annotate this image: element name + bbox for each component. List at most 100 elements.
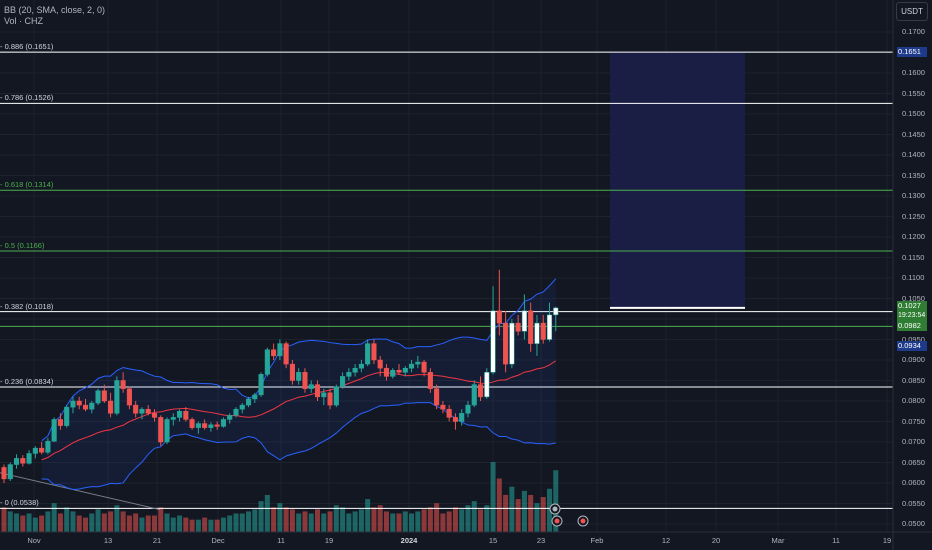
candle[interactable] xyxy=(277,339,283,361)
candle[interactable] xyxy=(521,294,527,340)
candle[interactable] xyxy=(402,366,408,377)
candle[interactable] xyxy=(471,380,477,408)
candle[interactable] xyxy=(465,401,471,418)
candle[interactable] xyxy=(1,464,7,483)
candle[interactable] xyxy=(296,368,302,385)
candle[interactable] xyxy=(289,360,295,385)
candle[interactable] xyxy=(158,415,164,447)
candle[interactable] xyxy=(421,360,427,377)
candle[interactable] xyxy=(170,413,176,426)
candle[interactable] xyxy=(415,355,421,369)
candle[interactable] xyxy=(20,455,26,467)
candle[interactable] xyxy=(333,384,339,408)
candle[interactable] xyxy=(26,450,32,465)
candle[interactable] xyxy=(126,386,132,410)
candle[interactable] xyxy=(534,314,540,356)
candle[interactable] xyxy=(528,302,534,352)
candle[interactable] xyxy=(321,388,327,406)
candle[interactable] xyxy=(195,421,201,434)
candle[interactable] xyxy=(64,405,70,428)
candle[interactable] xyxy=(327,388,333,410)
candle[interactable] xyxy=(252,392,258,404)
candle[interactable] xyxy=(32,446,38,459)
candle[interactable] xyxy=(145,405,151,416)
candle[interactable] xyxy=(503,310,509,373)
candle[interactable] xyxy=(108,392,114,418)
candle[interactable] xyxy=(258,372,264,397)
candle[interactable] xyxy=(340,372,346,389)
candle[interactable] xyxy=(371,339,377,365)
candle[interactable] xyxy=(89,401,95,414)
bb-basis-line[interactable] xyxy=(41,360,557,461)
currency-selector[interactable]: USDT xyxy=(896,2,928,21)
candle[interactable] xyxy=(434,384,440,410)
candle[interactable] xyxy=(452,413,458,430)
candle[interactable] xyxy=(245,396,252,408)
candle[interactable] xyxy=(459,409,465,426)
candle[interactable] xyxy=(546,302,553,342)
trend-line[interactable] xyxy=(0,472,161,511)
candle[interactable] xyxy=(214,421,220,430)
candle[interactable] xyxy=(496,269,502,336)
candle[interactable] xyxy=(76,396,82,410)
candle[interactable] xyxy=(509,319,515,369)
candle[interactable] xyxy=(365,339,371,367)
candle[interactable] xyxy=(283,341,289,369)
flag-us-icon[interactable] xyxy=(551,515,563,527)
candle[interactable] xyxy=(101,384,107,404)
candle[interactable] xyxy=(95,388,101,406)
candle[interactable] xyxy=(183,407,189,422)
candle[interactable] xyxy=(39,442,45,455)
candle[interactable] xyxy=(45,437,51,455)
candle[interactable] xyxy=(440,401,446,414)
candle[interactable] xyxy=(227,413,233,424)
candle[interactable] xyxy=(177,409,183,422)
candle[interactable] xyxy=(515,314,521,336)
candle[interactable] xyxy=(208,422,214,432)
projection-box[interactable] xyxy=(610,52,745,308)
candle[interactable] xyxy=(383,364,390,381)
lightning-icon[interactable] xyxy=(549,503,561,515)
bb-upper-line[interactable] xyxy=(41,278,557,442)
candle[interactable] xyxy=(427,368,433,393)
candle[interactable] xyxy=(314,380,321,402)
candle[interactable] xyxy=(114,376,120,416)
candle[interactable] xyxy=(390,368,396,379)
candle[interactable] xyxy=(239,403,245,414)
candle[interactable] xyxy=(264,347,270,377)
candle[interactable] xyxy=(202,419,208,430)
volume-indicator-label[interactable]: Vol · CHZ xyxy=(4,16,44,26)
candle[interactable] xyxy=(271,343,277,360)
candle[interactable] xyxy=(484,368,490,399)
candle[interactable] xyxy=(446,405,452,422)
candle[interactable] xyxy=(302,368,308,393)
candle[interactable] xyxy=(164,417,170,445)
candle[interactable] xyxy=(7,462,13,481)
candle[interactable] xyxy=(409,360,415,373)
candle[interactable] xyxy=(57,413,63,430)
candle[interactable] xyxy=(308,380,314,393)
candle[interactable] xyxy=(358,360,364,373)
candle[interactable] xyxy=(133,401,139,418)
candle[interactable] xyxy=(139,407,145,420)
flag-us-icon[interactable] xyxy=(577,515,589,527)
candle[interactable] xyxy=(553,306,559,332)
bb-indicator-label[interactable]: BB (20, SMA, close, 2, 0) xyxy=(4,5,106,15)
candle[interactable] xyxy=(120,372,126,393)
candle[interactable] xyxy=(490,286,496,375)
candle[interactable] xyxy=(352,364,358,377)
candle[interactable] xyxy=(540,314,546,344)
candle[interactable] xyxy=(82,398,89,412)
candle[interactable] xyxy=(13,454,20,469)
candle[interactable] xyxy=(233,407,239,418)
candle[interactable] xyxy=(346,368,352,381)
candle[interactable] xyxy=(477,376,484,401)
candle[interactable] xyxy=(220,417,226,428)
candle[interactable] xyxy=(151,409,158,422)
candle[interactable] xyxy=(189,417,195,430)
candle[interactable] xyxy=(51,417,57,442)
candle[interactable] xyxy=(70,396,76,414)
candle[interactable] xyxy=(377,355,383,377)
candle[interactable] xyxy=(396,364,402,375)
bb-lower-line[interactable] xyxy=(41,402,556,490)
